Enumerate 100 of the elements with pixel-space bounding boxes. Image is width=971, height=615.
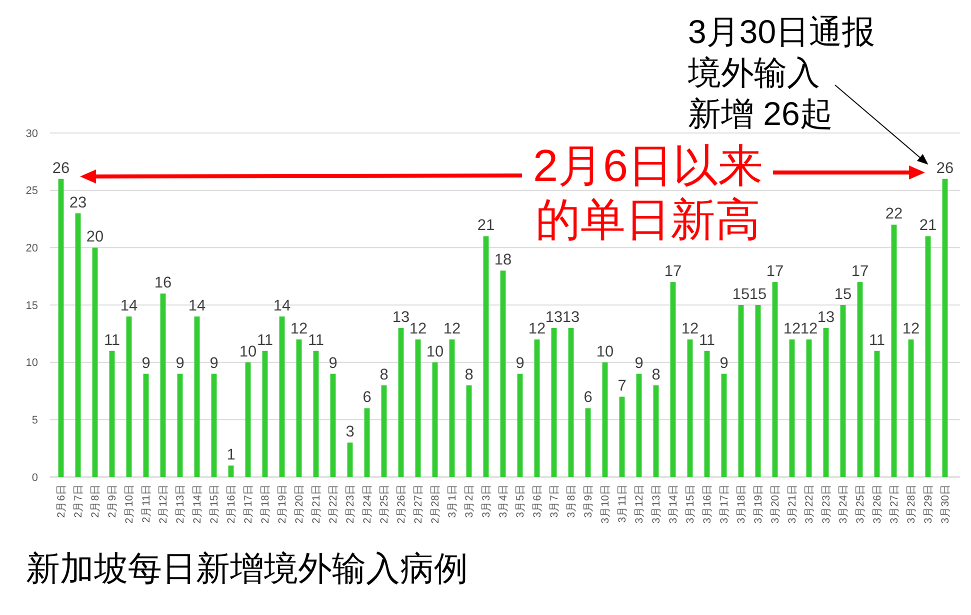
data-label: 21 <box>477 217 495 234</box>
bar <box>143 374 149 477</box>
bar <box>449 339 455 477</box>
x-tick-label: 3月9日 <box>582 484 594 518</box>
x-tick-label: 3月24日 <box>838 484 850 524</box>
data-label: 13 <box>392 308 410 326</box>
bar <box>551 328 557 477</box>
x-tick-label: 3月7日 <box>548 484 560 518</box>
data-label: 12 <box>290 320 308 338</box>
bar <box>653 385 659 477</box>
x-tick-label: 2月7日 <box>72 484 84 518</box>
data-label: 26 <box>936 160 954 177</box>
x-tick-label: 2月11日 <box>140 484 152 523</box>
bar <box>534 339 540 477</box>
x-tick-label: 2月6日 <box>56 484 68 518</box>
x-tick-label: 3月8日 <box>566 484 578 518</box>
data-label: 9 <box>328 354 338 372</box>
bar <box>194 316 200 477</box>
bar <box>109 350 115 477</box>
bar <box>160 294 166 477</box>
x-tick-label: 3月21日 <box>786 484 798 524</box>
bar <box>806 339 812 477</box>
x-tick-label: 2月26日 <box>396 484 408 524</box>
data-label: 9 <box>176 354 184 372</box>
bar <box>126 316 132 477</box>
data-label: 9 <box>634 354 644 372</box>
x-tick-label: 3月3日 <box>480 484 492 518</box>
x-tick-label: 3月16日 <box>702 484 714 524</box>
y-tick-label: 5 <box>32 414 38 427</box>
bar <box>585 408 591 477</box>
y-tick-label: 0 <box>32 472 38 484</box>
y-tick-label: 15 <box>26 300 38 312</box>
data-label: 13 <box>817 308 835 326</box>
bar <box>687 339 693 477</box>
x-tick-label: 3月1日 <box>446 484 458 518</box>
bar <box>908 339 914 477</box>
x-tick-label: 2月19日 <box>276 484 288 524</box>
data-label: 18 <box>494 252 512 269</box>
x-tick-label: 2月15日 <box>208 484 220 524</box>
annotation: 2月6日以来的单日新高 <box>532 140 764 245</box>
x-tick-label: 3月13日 <box>650 484 662 524</box>
bar <box>925 236 931 477</box>
y-tick-label: 25 <box>26 185 38 198</box>
x-tick-label: 2月23日 <box>344 484 356 524</box>
data-label: 14 <box>273 297 291 314</box>
data-label: 12 <box>409 320 427 338</box>
data-label: 11 <box>308 332 324 349</box>
x-tick-label: 2月17日 <box>242 484 254 524</box>
data-label: 13 <box>545 308 563 326</box>
x-tick-label: 3月23日 <box>820 484 832 524</box>
data-label: 10 <box>239 343 257 360</box>
x-tick-label: 2月8日 <box>90 484 102 518</box>
text: 新加坡每日新增境外输入病例 <box>26 550 468 588</box>
x-tick-label: 3月17日 <box>718 484 730 524</box>
x-tick-label: 2月28日 <box>430 484 442 524</box>
x-tick-label: 3月12日 <box>634 484 646 524</box>
x-tick-label: 2月18日 <box>260 484 272 524</box>
data-label: 1 <box>226 446 236 464</box>
bar <box>75 213 81 477</box>
x-tick-label: 3月10日 <box>600 484 612 524</box>
data-label: 10 <box>426 343 444 360</box>
bar <box>500 270 506 477</box>
bar <box>211 374 217 477</box>
bar <box>840 305 846 477</box>
data-label: 15 <box>732 286 750 303</box>
bar <box>313 350 319 477</box>
bar <box>704 350 710 477</box>
bar <box>330 374 336 477</box>
bar <box>381 385 387 477</box>
bar <box>891 224 897 477</box>
bar <box>636 374 642 477</box>
x-tick-label: 2月14日 <box>192 484 204 524</box>
data-label: 14 <box>188 297 206 314</box>
bar <box>432 362 438 477</box>
data-label: 11 <box>698 332 716 349</box>
x-tick-label: 2月22日 <box>328 484 340 524</box>
bar <box>92 248 98 477</box>
x-tick-label: 3月26日 <box>872 484 884 524</box>
x-tick-label: 3月18日 <box>736 484 748 524</box>
bar <box>517 374 523 477</box>
data-label: 12 <box>783 320 801 338</box>
x-tick-label: 3月14日 <box>668 484 680 524</box>
bar <box>738 305 744 477</box>
data-label: 8 <box>652 366 660 384</box>
y-tick-label: 20 <box>26 242 38 255</box>
x-tick-label: 3月22日 <box>804 484 816 524</box>
x-tick-label: 3月15日 <box>684 484 696 524</box>
data-label: 11 <box>256 332 274 349</box>
bar <box>670 282 676 477</box>
bar <box>245 362 251 477</box>
bar <box>279 316 285 477</box>
bar <box>58 178 64 477</box>
data-label: 16 <box>154 274 172 292</box>
data-label: 9 <box>516 354 524 372</box>
data-label: 9 <box>720 354 728 372</box>
data-label: 12 <box>681 320 699 338</box>
data-label: 22 <box>885 206 903 223</box>
annotation: 3月30日通报境外输入新增 26起 <box>687 13 876 132</box>
bar <box>296 339 302 477</box>
x-tick-label: 3月11日 <box>616 484 628 523</box>
